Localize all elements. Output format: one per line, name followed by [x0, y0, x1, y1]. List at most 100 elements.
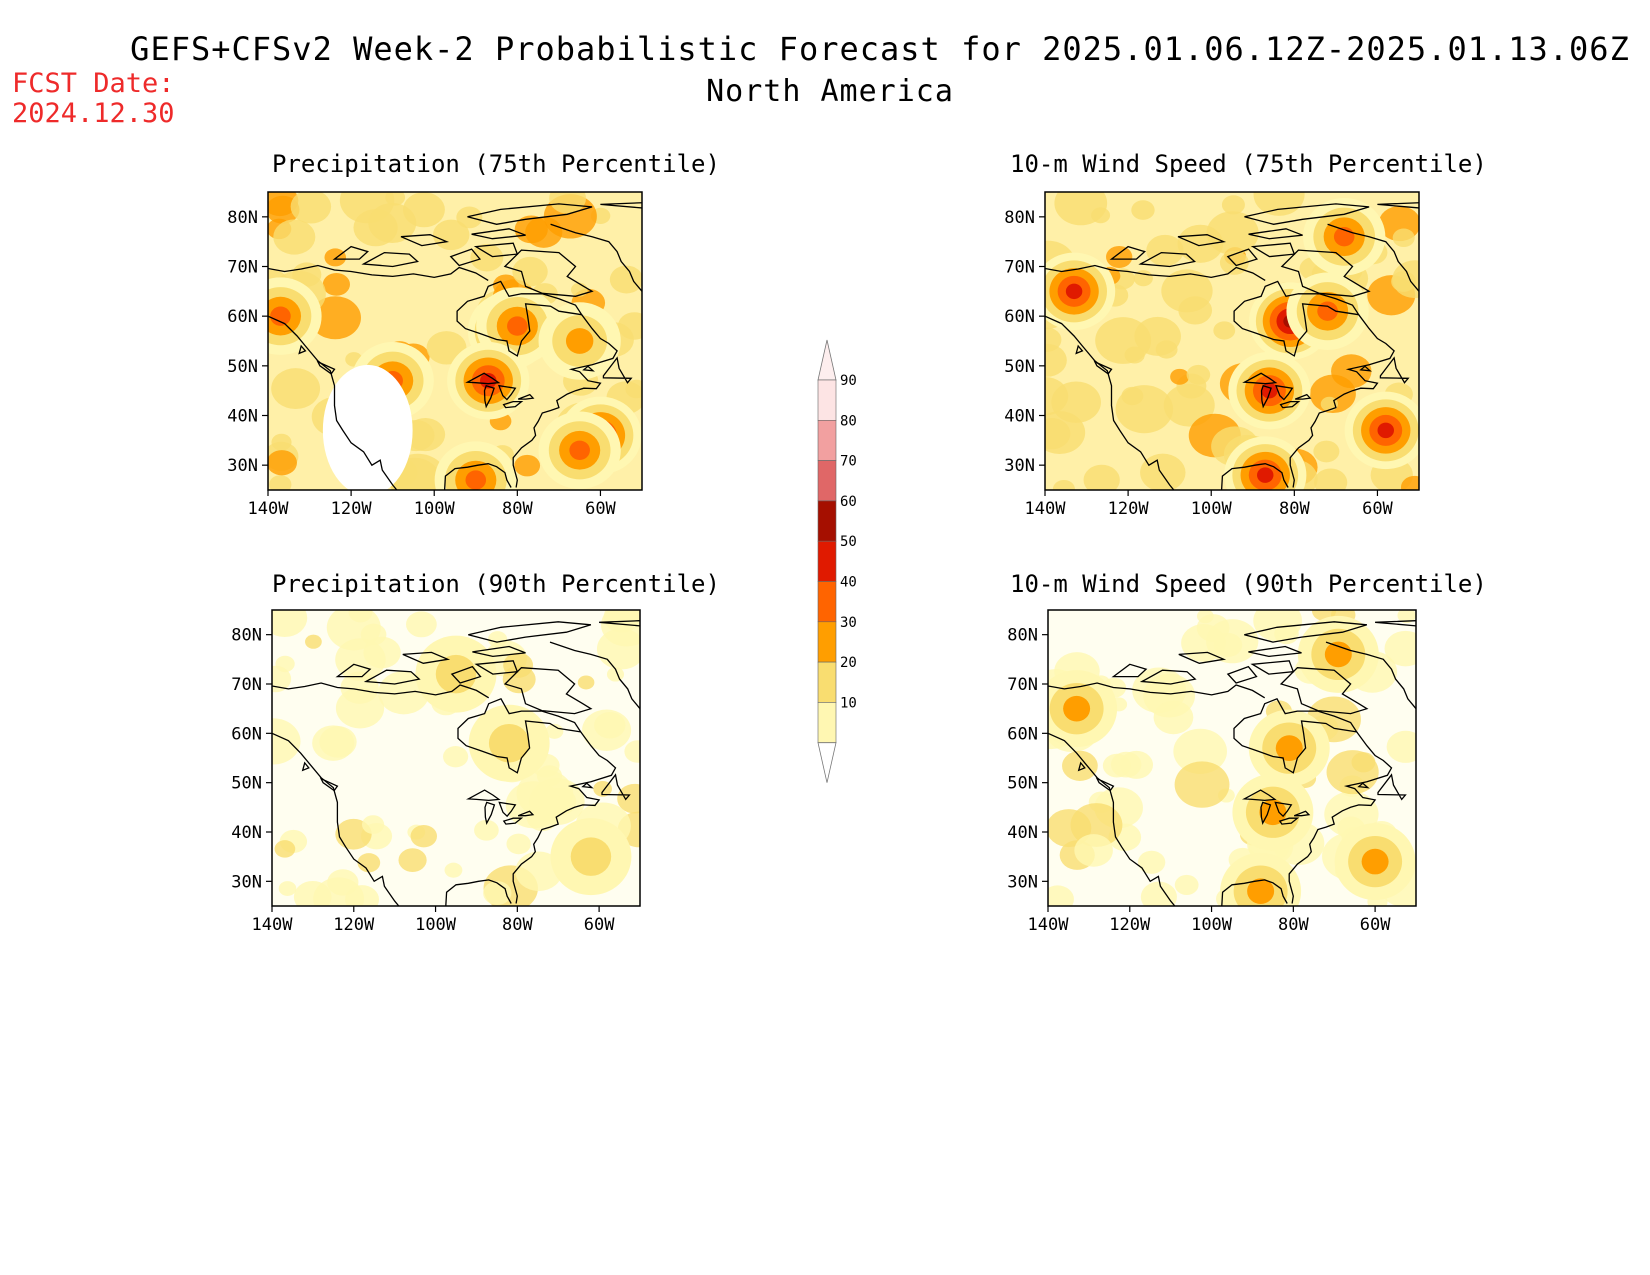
arctic-island — [1226, 665, 1258, 684]
main-title: GEFS+CFSv2 Week-2 Probabilistic Forecast… — [130, 30, 1630, 68]
coastline — [272, 732, 400, 906]
shading-patch — [1153, 700, 1194, 735]
arctic-island — [471, 228, 526, 240]
shading-patch — [268, 450, 297, 476]
arctic-island — [472, 645, 526, 658]
lon-label: 60W — [584, 915, 615, 935]
feature-western-atlantic — [1361, 848, 1389, 875]
lat-label: 80N — [227, 208, 258, 228]
great-lake — [1241, 789, 1277, 802]
feature-hudson-bay — [488, 723, 530, 763]
shading-patch — [1170, 368, 1190, 385]
region-subtitle: North America — [706, 74, 954, 109]
lat-label: 50N — [1004, 357, 1035, 377]
lon-label: 140W — [252, 915, 294, 935]
arctic-island — [402, 651, 451, 664]
fcst-date-value: 2024.12.30 — [12, 98, 175, 129]
arctic-island — [1280, 249, 1371, 297]
shading-patch — [1196, 614, 1230, 642]
colorbar-swatch — [817, 661, 837, 703]
lon-label: 80W — [1279, 499, 1310, 519]
shading-patch — [1161, 269, 1213, 313]
shading-patch — [385, 192, 406, 206]
arctic-island — [1244, 203, 1370, 225]
colorbar-swatch — [817, 621, 837, 663]
shading-patch — [1163, 383, 1215, 427]
lon-label: 60W — [1362, 499, 1393, 519]
feature-alaska — [1065, 283, 1083, 300]
colorbar-swatch — [817, 379, 837, 421]
feature-northern-quebec — [1317, 301, 1338, 321]
coastline — [549, 641, 640, 724]
shading-patch — [1074, 834, 1113, 867]
lat-label: 60N — [227, 307, 258, 327]
hudson-bay-outline — [1233, 697, 1359, 774]
great-lake — [1260, 801, 1272, 825]
map-frame — [271, 609, 641, 907]
shading-patch — [1110, 751, 1142, 778]
coastlines — [1045, 202, 1419, 490]
shading-patch — [1177, 224, 1224, 263]
coastline — [1220, 463, 1289, 490]
arctic-island — [1248, 228, 1303, 240]
island — [301, 761, 310, 772]
colorbar-swatch — [817, 500, 837, 542]
feature-western-atlantic — [1377, 422, 1394, 439]
island — [1093, 360, 1113, 375]
colorbar-swatch — [817, 540, 837, 582]
colorbar-label: 60 — [840, 494, 857, 510]
island — [298, 344, 307, 355]
feature-gulf-of-alaska-coast — [270, 306, 291, 326]
shading-patch — [274, 840, 296, 858]
shading-patch — [594, 711, 626, 739]
feature-hudson-bay-surroundings — [507, 316, 528, 336]
coastline — [1045, 264, 1266, 281]
shading-patch — [312, 725, 355, 761]
hudson-bay-outline — [1233, 280, 1361, 357]
arctic-island — [1178, 651, 1227, 664]
map-frame — [1044, 191, 1420, 491]
feature-labrador — [565, 328, 594, 354]
shading-patch — [601, 610, 640, 647]
great-lake — [465, 789, 501, 802]
colorbar: 90 80 70 60 50 40 30 20 10 — [817, 339, 857, 783]
panel-title-precip-75: Precipitation (75th Percentile) — [272, 150, 720, 178]
shading-patch — [1397, 610, 1416, 624]
lon-label: 80W — [502, 915, 533, 935]
lon-label: 120W — [1109, 915, 1151, 935]
lat-label: 70N — [1007, 675, 1038, 695]
arctic-island — [1139, 669, 1197, 685]
shading-patch — [1326, 750, 1379, 795]
shading-patch — [1221, 195, 1245, 215]
shading-patch — [1106, 245, 1133, 268]
coastlines — [272, 620, 640, 906]
coastline — [512, 314, 618, 488]
coastline — [512, 731, 617, 904]
hudson-bay-outline — [456, 280, 584, 357]
shading-patch — [1174, 761, 1230, 808]
arctic-island — [361, 251, 420, 268]
shading-patch — [1253, 192, 1305, 216]
shading-patch — [357, 853, 381, 873]
shading-patch — [1091, 207, 1111, 224]
shading-patch — [326, 610, 381, 651]
colorbar-top-triangle — [817, 339, 837, 381]
shading-patch — [470, 243, 504, 272]
shading-patch — [1186, 364, 1211, 385]
arctic-island — [503, 667, 593, 715]
island — [1359, 365, 1372, 372]
coastline — [443, 463, 512, 490]
arctic-island — [449, 248, 482, 267]
lon-label: 100W — [414, 499, 456, 519]
panel-title-wind-90: 10-m Wind Speed (90th Percentile) — [1010, 570, 1487, 598]
shading-patch — [322, 273, 350, 296]
shading-patch — [1045, 418, 1071, 450]
probability-shading — [268, 192, 642, 490]
coastline — [268, 264, 489, 281]
feature-northern-canada — [435, 654, 477, 694]
arctic-island — [335, 663, 372, 678]
shading-patch — [268, 192, 299, 217]
shading-patch — [1115, 385, 1174, 434]
map-panel-precip-75: 80N 70N 60N 50N 40N 30N 140W 120W 100W 80W 60W — [227, 191, 643, 519]
